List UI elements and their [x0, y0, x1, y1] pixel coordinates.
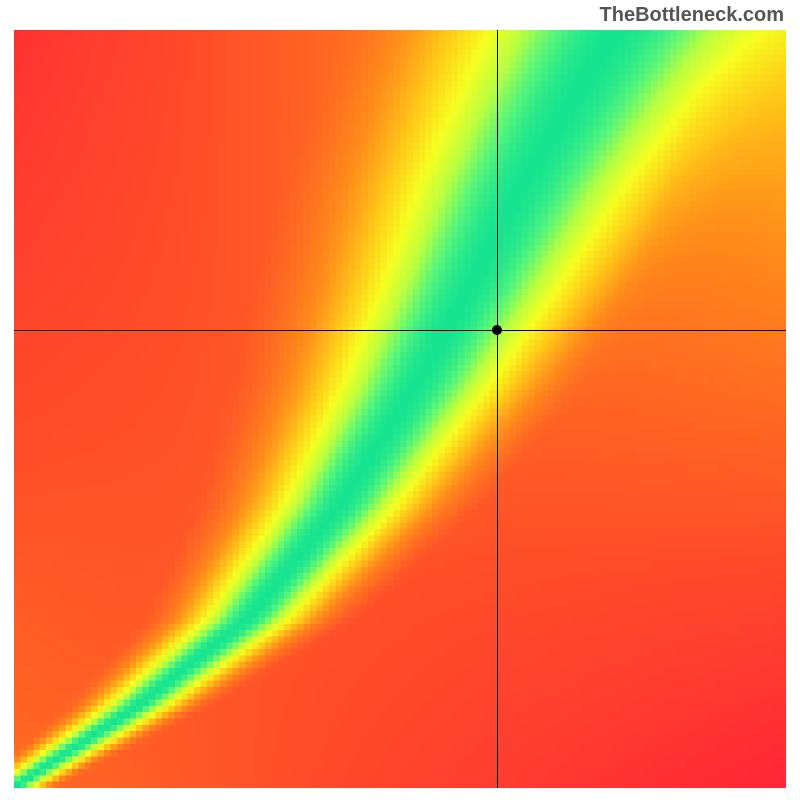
heatmap-plot	[14, 30, 786, 788]
heatmap-canvas	[14, 30, 786, 788]
watermark-text: TheBottleneck.com	[600, 4, 784, 27]
